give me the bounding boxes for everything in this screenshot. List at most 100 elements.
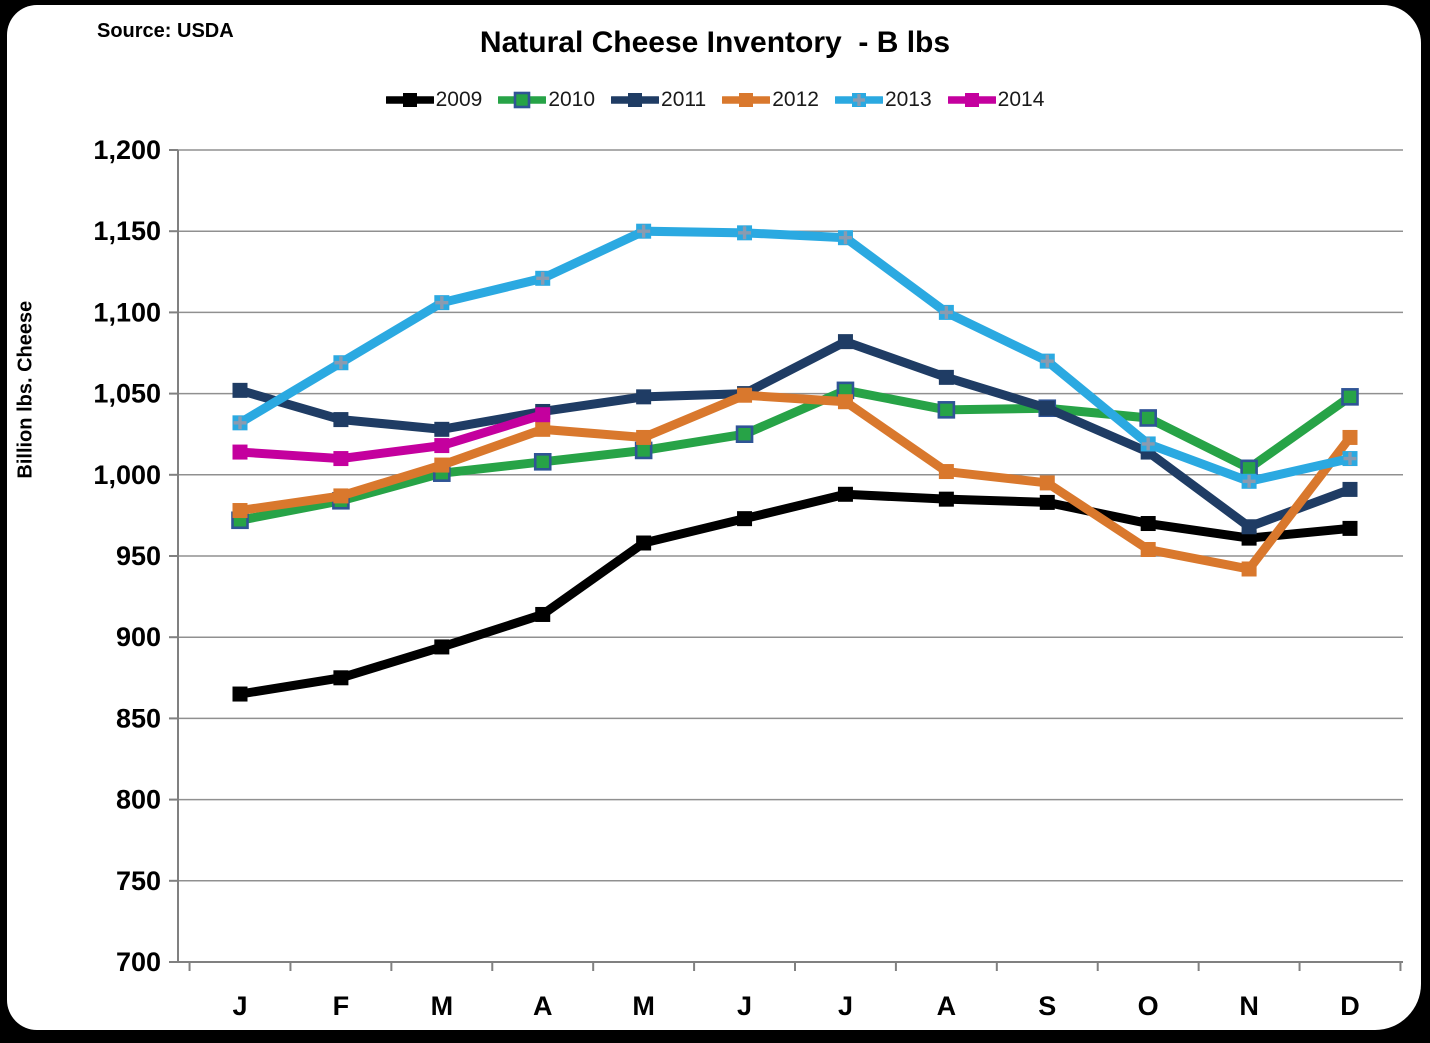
y-tick-label: 1,000 (93, 460, 161, 490)
legend-item-2011: 2011 (611, 88, 706, 112)
marker-2012 (1140, 542, 1156, 558)
legend-swatch (947, 93, 996, 107)
marker-2009 (1241, 530, 1257, 546)
x-tick-label: M (632, 991, 655, 1021)
y-tick-label: 1,200 (93, 135, 161, 165)
marker-2010 (1240, 459, 1258, 478)
series-line (239, 385, 1353, 525)
marker-2012 (739, 93, 754, 107)
marker-2010 (1341, 388, 1359, 406)
marker-2011 (1342, 481, 1358, 497)
marker-2009 (1140, 516, 1156, 532)
legend-item-2009: 2009 (385, 88, 482, 112)
x-tick-label: J (838, 991, 853, 1021)
marker-2014 (434, 438, 450, 454)
series-2014 (232, 407, 551, 467)
x-tick-label: A (533, 991, 553, 1021)
marker-2012 (232, 503, 248, 519)
y-tick-label: 850 (116, 703, 161, 733)
marker-2011 (232, 382, 248, 398)
legend-label: 2014 (997, 88, 1045, 111)
marker-2009 (535, 606, 551, 622)
marker-2012 (1241, 561, 1257, 577)
marker-2011 (628, 93, 643, 107)
marker-2010 (634, 441, 653, 460)
series-line (238, 336, 1352, 532)
marker-2009 (434, 639, 450, 655)
marker-2009 (938, 491, 954, 507)
legend-swatch (722, 93, 771, 107)
marker-2012 (333, 488, 349, 504)
legend-label: 2013 (884, 88, 932, 111)
series-line (237, 226, 1351, 486)
series-line (239, 410, 545, 464)
x-tick-label: F (333, 991, 350, 1021)
y-tick-label: 1,150 (93, 216, 161, 246)
x-tick-label: S (1038, 991, 1056, 1021)
marker-2011 (434, 421, 450, 437)
marker-2011 (636, 389, 652, 405)
marker-2010 (533, 453, 552, 471)
marker-2010 (1139, 409, 1157, 427)
chart-title: Natural Cheese Inventory - B lbs (479, 26, 951, 59)
marker-2009 (1342, 520, 1358, 536)
marker-2011 (837, 334, 853, 350)
marker-2012 (737, 387, 753, 403)
marker-2009 (402, 93, 417, 107)
marker-2014 (333, 451, 349, 467)
legend-item-2013: 2013 (834, 88, 932, 112)
series-line (239, 390, 1354, 574)
legend-item-2014: 2014 (947, 88, 1045, 112)
legend-swatch (834, 93, 883, 107)
marker-2011 (1039, 400, 1055, 416)
x-tick-label: A (937, 991, 957, 1021)
marker-2011 (1241, 519, 1257, 535)
marker-2012 (1039, 475, 1055, 491)
legend-label: 2010 (548, 88, 596, 111)
y-tick-label: 900 (116, 622, 161, 652)
marker-2014 (964, 93, 979, 107)
marker-2009 (837, 486, 853, 502)
marker-2010 (514, 91, 531, 109)
marker-2011 (938, 369, 954, 385)
x-tick-label: D (1340, 991, 1360, 1021)
marker-2012 (636, 429, 652, 445)
marker-2009 (333, 670, 349, 686)
legend-item-2010: 2010 (498, 88, 595, 112)
marker-2012 (434, 457, 450, 473)
x-tick-label: O (1138, 991, 1159, 1021)
y-tick-label: 1,100 (93, 297, 161, 327)
legend-swatch (498, 91, 547, 109)
marker-2012 (535, 421, 551, 437)
x-tick-label: J (232, 991, 247, 1021)
marker-2012 (938, 464, 954, 480)
marker-2009 (737, 511, 753, 527)
marker-2009 (232, 686, 248, 702)
x-tick-label: J (737, 991, 752, 1021)
marker-2010 (937, 401, 956, 419)
series-2009 (232, 486, 1358, 702)
y-tick-label: 750 (116, 866, 161, 896)
legend-swatch (611, 93, 660, 107)
legend: 2009 2010 2011 2012 2013 2014 (0, 88, 1430, 112)
marker-2014 (232, 444, 248, 460)
series-2013 (232, 223, 1358, 489)
legend-item-2012: 2012 (722, 88, 819, 112)
series-line (239, 489, 1351, 699)
marker-2012 (837, 394, 853, 410)
marker-2009 (636, 535, 652, 551)
legend-swatch (385, 93, 434, 107)
marker-2014 (535, 407, 551, 423)
legend-label: 2011 (661, 88, 707, 111)
x-tick-label: M (431, 991, 454, 1021)
marker-2010 (735, 425, 754, 444)
source-label: Source: USDA (97, 20, 234, 42)
y-tick-label: 1,050 (93, 379, 161, 409)
y-tick-label: 800 (116, 785, 161, 815)
legend-label: 2012 (772, 88, 819, 111)
x-tick-label: N (1239, 991, 1259, 1021)
series-2012 (232, 387, 1358, 577)
y-tick-label: 700 (116, 947, 161, 977)
